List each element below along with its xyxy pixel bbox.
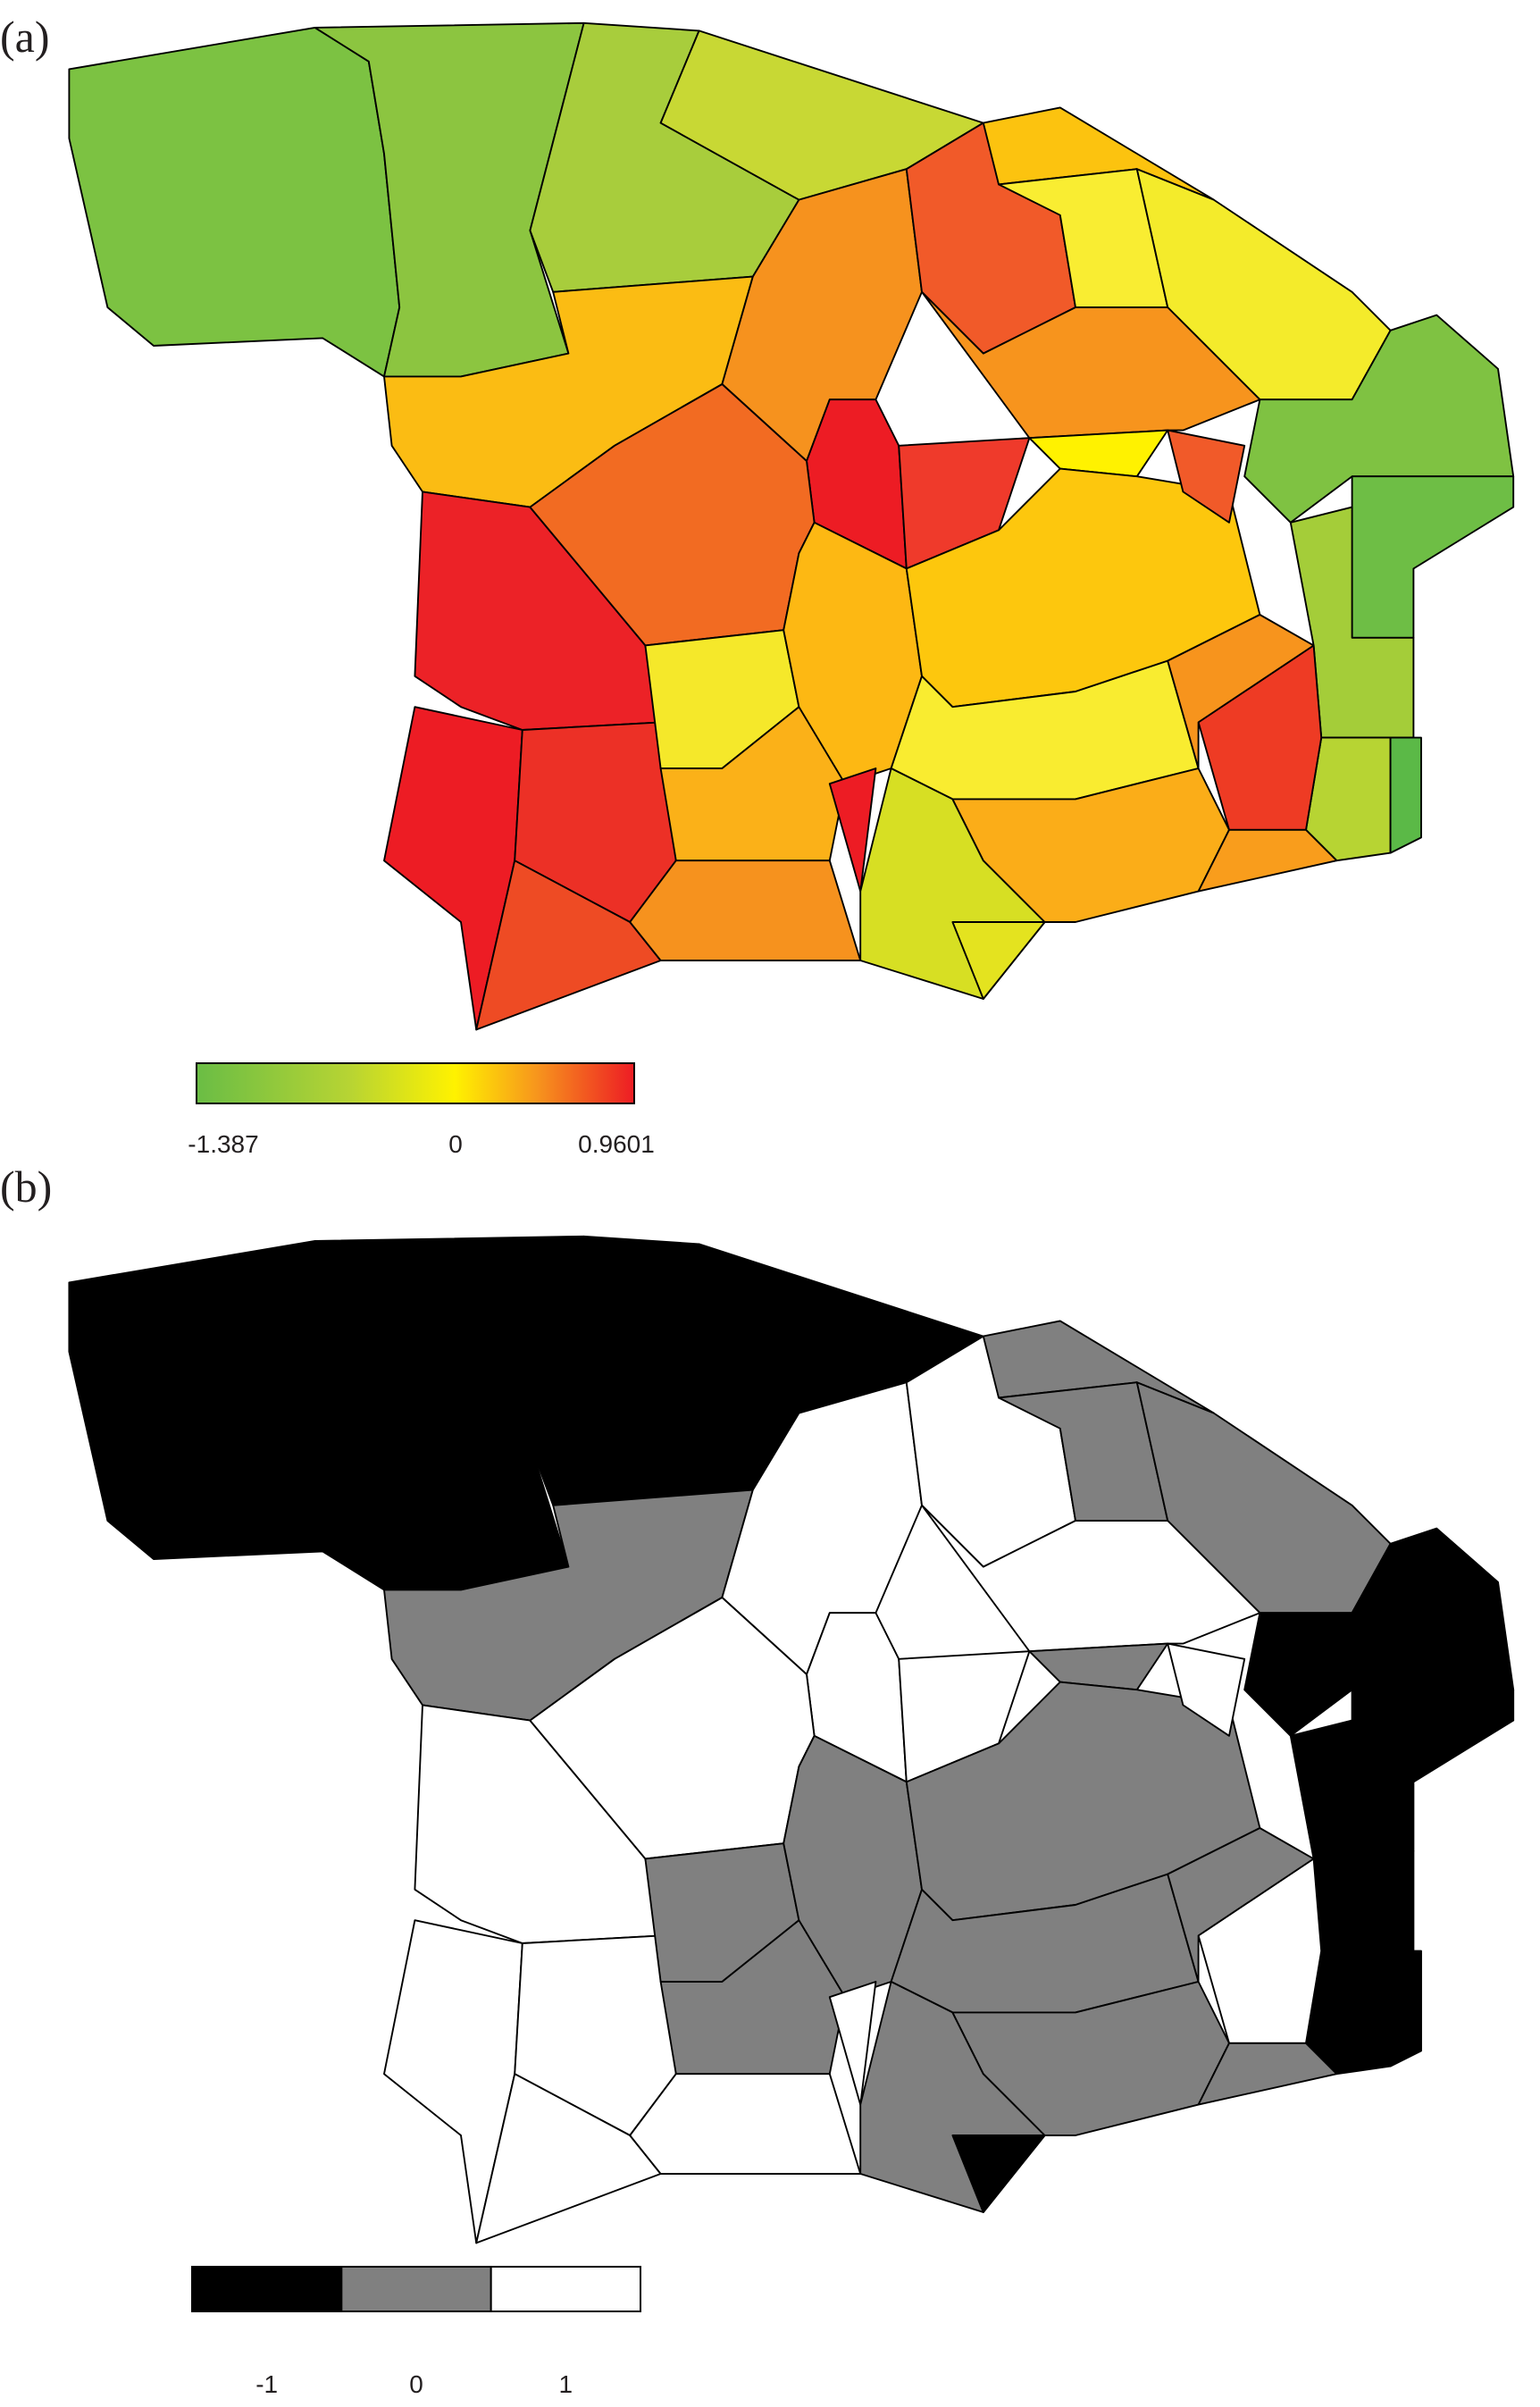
region	[629, 2073, 862, 2175]
legend-tick-label: 1	[559, 2370, 573, 2398]
legend-tick-label: 0.9601	[578, 1130, 655, 1158]
legend-tick-label: 0	[448, 1130, 463, 1158]
map	[68, 1235, 1515, 2244]
region	[1167, 614, 1315, 769]
legend-tick-label: -1.387	[188, 1130, 258, 1158]
legend-class	[191, 2266, 343, 2312]
region	[1351, 475, 1515, 639]
region	[921, 290, 1261, 440]
region	[1028, 429, 1169, 478]
legend-class	[490, 2266, 642, 2312]
map	[68, 21, 1515, 1031]
region	[1389, 736, 1422, 854]
region	[828, 1981, 877, 2106]
region	[1351, 1689, 1515, 1852]
region	[921, 1504, 1261, 1653]
legend: -1 0 1	[191, 2266, 642, 2398]
region	[68, 1240, 401, 1591]
region	[951, 921, 1046, 1000]
region	[1028, 1642, 1169, 1691]
legend-tick-label: -1	[255, 2370, 278, 2398]
panel-label: (a)	[0, 12, 50, 62]
legend-tick-label: 0	[409, 2370, 423, 2398]
legend: -1.387 0 0.9601	[188, 1062, 655, 1158]
region	[68, 27, 401, 378]
region	[1167, 429, 1246, 524]
region	[629, 860, 862, 961]
region	[1389, 1950, 1422, 2067]
panel-label: (b)	[0, 1162, 52, 1212]
region	[1243, 1527, 1515, 1737]
legend-class	[340, 2266, 492, 2312]
region	[951, 2134, 1046, 2213]
region	[828, 767, 877, 893]
region	[1243, 314, 1515, 524]
region	[1167, 1827, 1315, 1983]
region	[1197, 828, 1338, 893]
region	[1167, 1642, 1246, 1737]
region	[1197, 2042, 1338, 2106]
legend-bar	[196, 1062, 635, 1104]
